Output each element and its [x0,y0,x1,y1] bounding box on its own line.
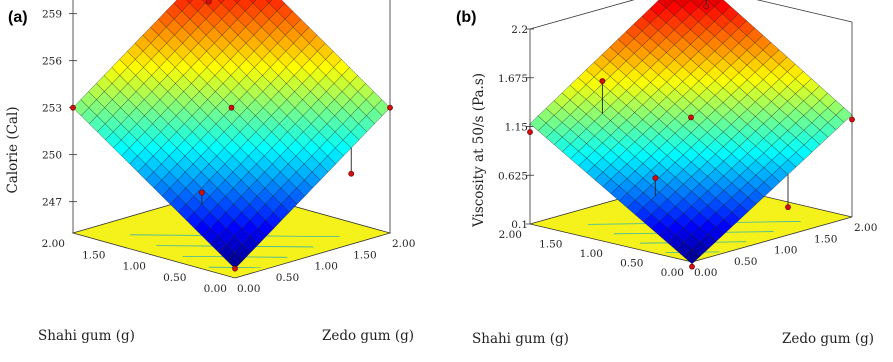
panel-b-design-points [527,0,855,270]
panel-b-label: (b) [456,9,476,26]
panel-a-shahi-ticks: 0.00 0.50 1.00 1.50 2.00 [42,238,227,295]
frame-edge [529,0,635,30]
panel-a-zedo-tick: 1.50 [353,249,376,261]
panel-a-z-tick: 259 [42,9,62,21]
surface-cell [217,0,225,4]
design-point [703,3,710,10]
panel-a-design-points [70,0,393,272]
design-point [689,263,695,270]
panel-a-response-surface [72,0,391,269]
surface-cell [683,249,701,265]
panel-a-z-tick: 253 [42,103,62,115]
design-point [228,104,235,111]
panel-a-zedo-tick: 2.00 [392,238,415,250]
panel-b-shahi-tick: 1.50 [539,239,562,251]
panel-a-z-tick: 247 [42,197,62,209]
panel-b-zedo-ticks: 0.00 0.50 1.00 1.50 2.00 [694,222,877,279]
panel-b-shahi-tick: 1.00 [580,248,603,260]
panel-b-zedo-tick: 1.00 [774,245,797,257]
panel-b-z-tick: 2.2 [511,24,528,36]
panel-a-shahi-tick: 0.00 [204,283,227,295]
surface-cell [226,252,244,269]
panel-b-zedo-tick: 0.50 [734,256,757,268]
panel-a-shahi-tick: 0.50 [163,272,186,284]
design-point [527,129,533,135]
surface-cell [233,0,241,4]
panel-b-shahi-ticks: 0.00 0.50 1.00 1.50 2.00 [499,229,684,279]
design-point [599,78,606,84]
frame-edge [756,0,853,23]
design-point [387,104,393,111]
panel-a-zedo-axis-title: Zedo gum (g) [322,328,414,344]
surface-cell [265,0,273,4]
panel-b-shahi-tick: 0.50 [620,258,643,270]
panel-b-zedo-tick: 1.50 [814,233,837,245]
panel-a-z-ticks: 259 256 253 250 247 [42,9,62,209]
panel-a-z-axis-title: Calorie (Cal) [5,106,21,193]
design-point [232,265,238,272]
panel-b-z-tick: 1.675 [498,73,528,85]
design-point [688,114,694,121]
panel-b-response-surface [529,0,853,265]
panel-b-viscosity-surface: (b) 2.2 1.675 1.15 0.625 0.1 0.00 0.50 1… [456,0,877,347]
surface-cell [249,0,257,4]
panel-a-zedo-tick: 1.00 [315,261,338,273]
panel-a-shahi-axis-title: Shahi gum (g) [38,328,135,344]
panel-a-zedo-tick: 0.00 [237,283,260,295]
surface-cell [186,0,193,4]
panel-a-z-tick: 250 [42,150,62,162]
panel-a-calorie-surface: (a) 259 256 253 250 247 0.00 0.50 1.00 1… [5,0,415,344]
panel-b-z-tick: 0.1 [511,219,528,231]
panel-b-z-axis-title: Viscosity at 50/s (Pa.s) [471,73,487,228]
panel-b-shahi-tick: 0.00 [661,267,684,279]
panel-a-shahi-tick: 2.00 [42,238,65,250]
panel-b-z-tick: 1.15 [505,122,528,134]
design-point [348,170,355,177]
design-point [652,175,659,181]
panel-a-zedo-ticks: 0.00 0.50 1.00 1.50 2.00 [237,238,415,295]
design-point [849,116,855,123]
panel-a-shahi-tick: 1.50 [82,249,105,261]
panel-b-shahi-tick: 2.00 [499,229,522,241]
panel-b-z-ticks: 2.2 1.675 1.15 0.625 0.1 [498,24,528,231]
panel-a-label: (a) [8,9,28,26]
panel-b-zedo-tick: 2.00 [854,222,877,234]
design-point [198,189,205,196]
panel-a-shahi-tick: 1.00 [123,261,146,273]
design-point [785,204,791,211]
panel-b-z-tick: 0.625 [498,170,528,182]
panel-a-zedo-tick: 0.50 [276,272,299,284]
design-point [205,0,212,5]
design-point [70,104,76,111]
panel-b-shahi-axis-title: Shahi gum (g) [472,331,569,347]
panel-b-zedo-tick: 0.00 [694,267,717,279]
panel-b-zedo-axis-title: Zedo gum (g) [782,331,874,347]
panel-a-z-tick: 256 [42,56,62,68]
